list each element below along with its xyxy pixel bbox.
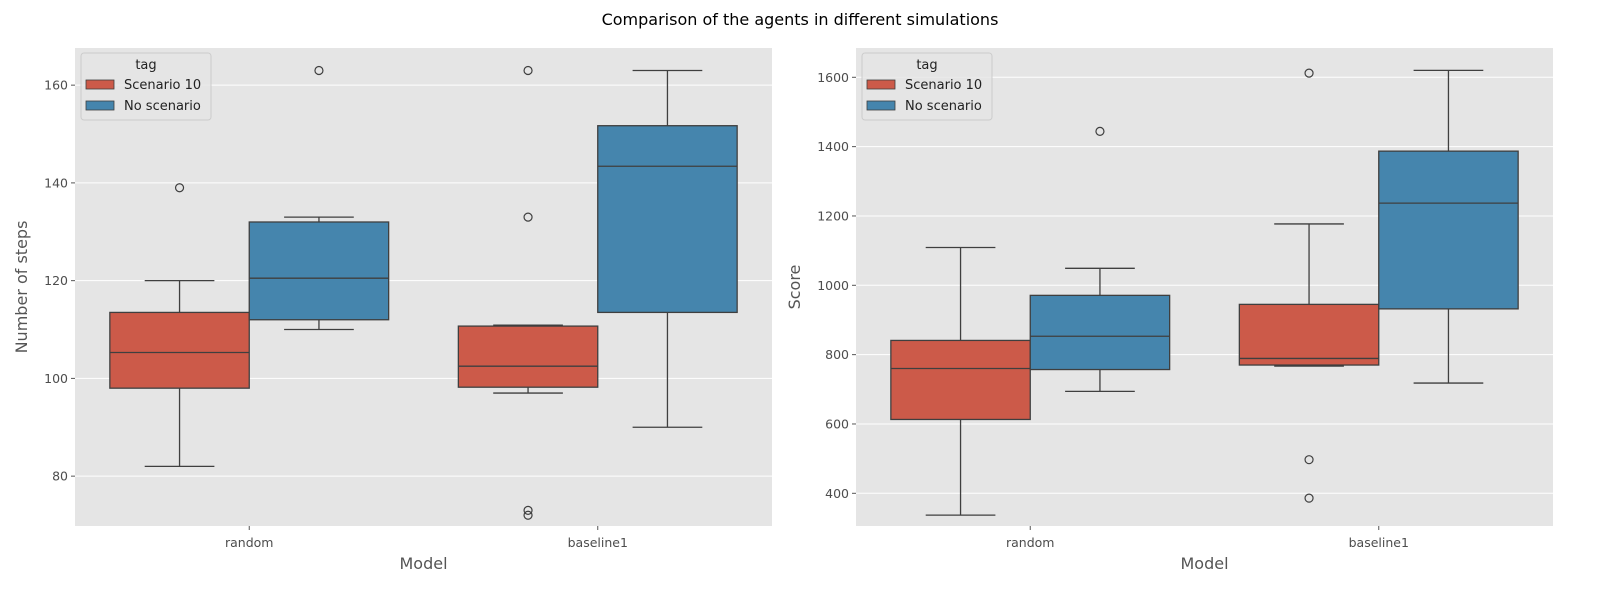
box-iqr xyxy=(1378,150,1519,310)
box-no-scenario-random xyxy=(1029,126,1171,393)
box-iqr xyxy=(457,325,599,388)
y-tick-label: 1200 xyxy=(817,208,849,223)
box-scenario-10-baseline1 xyxy=(1238,68,1380,503)
box-scenario-10-random xyxy=(890,246,1031,516)
box-no-scenario-baseline1 xyxy=(597,69,738,428)
y-axis-label: Number of steps xyxy=(12,221,31,354)
y-tick-label: 140 xyxy=(44,175,68,190)
legend-swatch xyxy=(85,79,115,90)
box-iqr xyxy=(597,125,738,314)
y-tick-label: 1600 xyxy=(817,70,849,85)
y-tick-label: 120 xyxy=(44,273,68,288)
legend-title: tag xyxy=(135,58,156,73)
outlier-point xyxy=(523,505,533,515)
legend-entry-label: No scenario xyxy=(124,99,201,114)
box-iqr xyxy=(1238,303,1380,366)
y-axis-label: Score xyxy=(785,265,804,310)
box-scenario-10-random xyxy=(109,183,250,468)
outlier-point xyxy=(1304,493,1314,503)
box-iqr xyxy=(1029,294,1171,371)
y-tick-label: 160 xyxy=(44,78,68,93)
outlier-point xyxy=(1304,455,1314,465)
legend: tag Scenario 10 No scenario xyxy=(861,52,993,121)
legend-swatch xyxy=(866,100,896,111)
legend-entry-label: Scenario 10 xyxy=(905,78,982,93)
x-tick-label: random xyxy=(1006,535,1054,550)
outlier-point xyxy=(1304,68,1314,78)
box-iqr xyxy=(890,339,1031,421)
y-tick-label: 80 xyxy=(52,469,68,484)
y-tick-label: 1000 xyxy=(817,278,849,293)
chart-panel-2: 400 600 800 1000 1200 1400 1600 random baseline1… xyxy=(785,48,1553,573)
outlier-point xyxy=(523,65,533,76)
legend-entry-label: No scenario xyxy=(905,99,982,114)
legend: tag Scenario 10 No scenario xyxy=(80,52,212,121)
y-tick-label: 100 xyxy=(44,371,68,386)
outlier-point xyxy=(523,212,533,222)
x-tick-label: baseline1 xyxy=(1349,535,1409,550)
y-tick-label: 1400 xyxy=(817,139,849,154)
y-tick-label: 800 xyxy=(825,347,849,362)
chart-panel-1: 80 100 120 140 160 random baseline1 Model Number… xyxy=(12,48,772,573)
outlier-point xyxy=(523,510,533,520)
y-tick-label: 600 xyxy=(825,416,849,431)
legend-swatch xyxy=(85,100,115,111)
figure-title: Comparison of the agents in different si… xyxy=(601,10,999,29)
legend-title: tag xyxy=(916,58,937,73)
x-axis-label: Model xyxy=(1180,554,1228,573)
outlier-point xyxy=(174,183,185,193)
legend-swatch xyxy=(866,79,896,90)
outlier-point xyxy=(1095,126,1105,136)
box-iqr xyxy=(248,221,390,321)
x-tick-label: random xyxy=(225,535,273,550)
box-scenario-10-baseline1 xyxy=(457,65,599,520)
box-no-scenario-random xyxy=(248,65,390,331)
y-tick-label: 400 xyxy=(825,486,849,501)
outlier-point xyxy=(314,65,324,76)
box-iqr xyxy=(109,311,250,389)
legend-entry-label: Scenario 10 xyxy=(124,78,201,93)
x-tick-label: baseline1 xyxy=(568,535,628,550)
box-no-scenario-baseline1 xyxy=(1378,69,1519,384)
x-axis-label: Model xyxy=(399,554,447,573)
